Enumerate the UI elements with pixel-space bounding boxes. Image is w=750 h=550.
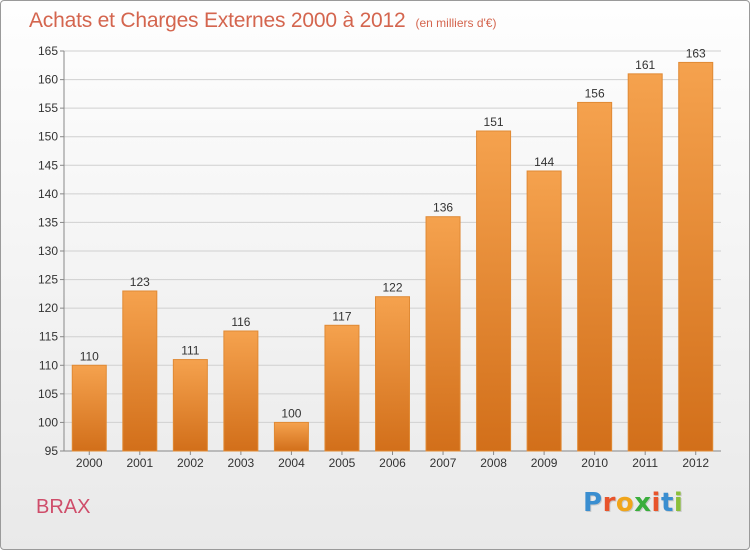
- commune-name: BRAX: [36, 496, 91, 518]
- bar-value-label: 100: [281, 406, 301, 420]
- x-tick-label: 2001: [126, 456, 153, 470]
- y-tick-label: 130: [38, 244, 58, 258]
- logo-letter: r: [602, 488, 616, 518]
- bar-2001: [122, 290, 158, 452]
- bar-value-label: 144: [534, 155, 554, 169]
- bar-2003: [223, 330, 259, 452]
- bar-2011: [627, 73, 663, 452]
- bar-value-label: 117: [332, 309, 351, 323]
- y-tick-label: 145: [38, 158, 58, 172]
- bar-2007: [425, 216, 461, 452]
- bar-value-label: 111: [181, 344, 200, 358]
- y-tick-label: 160: [38, 73, 58, 87]
- bar-value-label: 163: [686, 46, 706, 60]
- x-tick-label: 2007: [430, 456, 457, 470]
- bar-value-label: 116: [231, 315, 250, 329]
- chart-subtitle: (en milliers d'€): [415, 16, 497, 30]
- logo-letter: o: [615, 488, 635, 518]
- x-tick-label: 2004: [278, 456, 305, 470]
- x-tick-label: 2011: [632, 456, 658, 470]
- y-tick-label: 120: [38, 301, 58, 315]
- x-tick-label: 2009: [531, 456, 558, 470]
- x-tick-label: 2010: [581, 456, 608, 470]
- y-tick-label: 135: [38, 215, 58, 229]
- bar-value-label: 136: [433, 201, 453, 215]
- bar-value-label: 161: [635, 58, 655, 72]
- y-tick-label: 100: [38, 415, 58, 429]
- x-tick-label: 2006: [379, 456, 406, 470]
- logo-letter: i: [651, 488, 661, 518]
- x-tick-label: 2005: [329, 456, 356, 470]
- bar-2012: [678, 61, 714, 452]
- bar-2009: [526, 170, 562, 452]
- bars: [71, 61, 714, 452]
- bar-2006: [375, 296, 410, 452]
- bar-2005: [324, 324, 360, 452]
- bar-2004: [273, 421, 309, 452]
- bar-value-label: 151: [484, 115, 504, 129]
- y-tick-label: 125: [38, 273, 58, 287]
- logo-letter: t: [660, 488, 674, 518]
- bar-value-label: 110: [80, 349, 99, 363]
- y-tick-label: 140: [38, 187, 58, 201]
- chart-title: Achats et Charges Externes 2000 à 2012 (e…: [29, 9, 496, 33]
- labels: 110 2000 123 2001 111 2002 116 2003 100 2004 117 20…: [76, 46, 709, 470]
- y-tick-label: 95: [45, 444, 59, 458]
- y-tick-label: 165: [38, 44, 58, 58]
- y-tick-label: 115: [39, 330, 58, 344]
- bar-value-label: 123: [130, 275, 150, 289]
- proxiti-logo[interactable]: Proxiti: [583, 488, 683, 518]
- chart-title-text: Achats et Charges Externes 2000 à 2012: [29, 9, 406, 32]
- logo-letter: i: [673, 488, 684, 518]
- bar-value-label: 156: [585, 86, 605, 100]
- bar-2010: [577, 101, 613, 452]
- x-tick-label: 2000: [76, 456, 103, 470]
- bar-2008: [476, 130, 512, 452]
- x-tick-label: 2012: [682, 456, 709, 470]
- x-tick-label: 2003: [228, 456, 255, 470]
- y-tick-label: 110: [39, 358, 58, 372]
- bar-value-label: 122: [382, 281, 402, 295]
- bar-2002: [172, 359, 208, 452]
- logo-letter: P: [583, 488, 603, 518]
- x-tick-label: 2008: [480, 456, 507, 470]
- x-tick-label: 2002: [177, 456, 204, 470]
- y-tick-label: 155: [38, 101, 58, 115]
- logo-letter: x: [634, 488, 652, 518]
- y-tick-label: 105: [38, 387, 58, 401]
- bar-2000: [71, 364, 107, 452]
- y-tick-label: 150: [38, 130, 58, 144]
